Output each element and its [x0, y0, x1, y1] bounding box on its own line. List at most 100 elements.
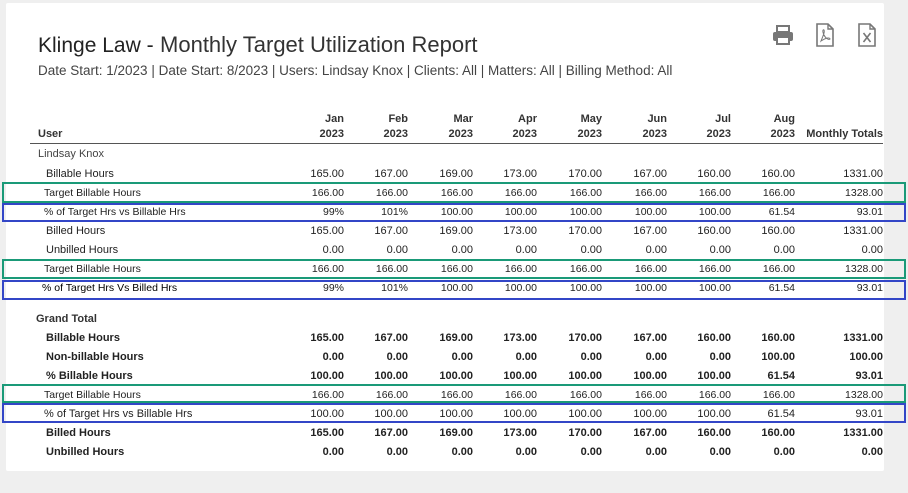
cell-value: 169.00	[439, 331, 473, 344]
table-row: Billable Hours 165.00 167.00 169.00 173.00 17…	[30, 164, 883, 183]
row-label: % Billable Hours	[46, 369, 133, 382]
table-row: % Billable Hours 100.00 100.00 100.00 100.00…	[30, 366, 883, 385]
cell-value: 100.00	[633, 407, 667, 420]
pdf-icon[interactable]	[813, 22, 837, 48]
cell-value: 0.00	[451, 445, 473, 458]
cell-value: 0.00	[451, 243, 473, 256]
row-label: Unbilled Hours	[46, 243, 119, 256]
row-label: % of Target Hrs vs Billable Hrs	[44, 407, 193, 420]
cell-value: 100.00	[761, 350, 795, 363]
section-header-row: Grand Total	[30, 297, 883, 328]
section-header-row: Lindsay Knox	[30, 144, 883, 165]
cell-value: 166.00	[762, 388, 795, 401]
cell-value: 167.00	[374, 224, 408, 237]
table-row: Target Billable Hours 166.00 166.00 166.00 1…	[30, 259, 883, 278]
cell-value: 100.00	[698, 205, 731, 218]
cell-value: 170.00	[568, 426, 602, 439]
row-label: % of Target Hrs Vs Billed Hrs	[42, 281, 178, 294]
column-header-month[interactable]: Mar 2023	[408, 108, 473, 144]
cell-value: 167.00	[374, 426, 408, 439]
table-row: % of Target Hrs Vs Billed Hrs 99% 101% 100.…	[30, 278, 883, 297]
section-title: Lindsay Knox	[38, 148, 105, 160]
cell-value: 166.00	[634, 262, 667, 275]
cell-value: 100.00	[439, 407, 473, 420]
cell-value: 166.00	[569, 388, 602, 401]
cell-value: 166.00	[504, 186, 537, 199]
cell-value: 61.54	[768, 205, 795, 218]
table-row: Billed Hours 165.00 167.00 169.00 173.00 170.…	[30, 221, 883, 240]
cell-value: 166.00	[311, 186, 344, 199]
cell-value: 169.00	[439, 224, 473, 237]
cell-value: 165.00	[310, 426, 344, 439]
cell-value: 166.00	[762, 186, 795, 199]
column-header-month[interactable]: Feb 2023	[344, 108, 408, 144]
cell-total: 1328.00	[845, 388, 883, 401]
column-header-monthly-totals[interactable]: Monthly Totals	[795, 108, 883, 144]
section-title: Grand Total	[36, 313, 97, 325]
cell-value: 100.00	[698, 281, 731, 294]
cell-value: 100.00	[439, 369, 473, 382]
cell-value: 0.00	[645, 350, 667, 363]
cell-value: 160.00	[697, 426, 731, 439]
cell-value: 173.00	[503, 426, 537, 439]
column-header-user[interactable]: User	[30, 108, 280, 144]
cell-value: 100.00	[569, 205, 602, 218]
cell-value: 0.00	[773, 445, 795, 458]
report-title: Klinge Law - Monthly Target Utilization …	[38, 32, 478, 58]
table-row: Target Billable Hours 166.00 166.00 166.00 1…	[30, 385, 883, 404]
cell-value: 166.00	[698, 388, 731, 401]
column-header-month[interactable]: Jul 2023	[667, 108, 731, 144]
row-label: Billable Hours	[46, 167, 114, 180]
row-label: Non-billable Hours	[46, 350, 144, 363]
cell-value: 61.54	[767, 407, 795, 420]
cell-value: 100.00	[374, 369, 408, 382]
cell-value: 100.00	[697, 407, 731, 420]
cell-value: 0.00	[580, 243, 602, 256]
cell-total: 1331.00	[843, 426, 883, 439]
cell-value: 167.00	[633, 331, 667, 344]
cell-value: 101%	[381, 205, 408, 218]
cell-value: 160.00	[761, 426, 795, 439]
report-table: User Jan 2023 Feb 2023 Mar 2023 Apr 2023 May…	[30, 108, 883, 461]
table-row: Unbilled Hours 0.00 0.00 0.00 0.00 0.00 0.00 0.…	[30, 240, 883, 259]
cell-value: 0.00	[322, 445, 344, 458]
cell-value: 166.00	[311, 388, 344, 401]
cell-value: 166.00	[375, 262, 408, 275]
cell-value: 166.00	[504, 388, 537, 401]
cell-value: 166.00	[311, 262, 344, 275]
cell-value: 166.00	[698, 262, 731, 275]
cell-value: 100.00	[504, 281, 537, 294]
printer-icon[interactable]	[771, 22, 795, 48]
cell-value: 0.00	[386, 243, 408, 256]
row-label: Billed Hours	[46, 224, 106, 237]
excel-icon[interactable]	[855, 22, 879, 48]
column-header-month[interactable]: Aug 2023	[731, 108, 795, 144]
cell-value: 0.00	[580, 445, 602, 458]
cell-value: 100.00	[634, 205, 667, 218]
table-row: Target Billable Hours 166.00 166.00 166.00 1…	[30, 183, 883, 202]
cell-value: 100.00	[568, 369, 602, 382]
cell-value: 165.00	[310, 167, 344, 180]
cell-value: 101%	[381, 281, 408, 294]
cell-value: 0.00	[773, 243, 795, 256]
cell-value: 167.00	[374, 331, 408, 344]
cell-value: 99%	[322, 281, 344, 294]
cell-value: 165.00	[310, 224, 344, 237]
column-header-month[interactable]: Jun 2023	[602, 108, 667, 144]
cell-value: 170.00	[568, 224, 602, 237]
row-label: Target Billable Hours	[44, 186, 141, 199]
cell-value: 0.00	[709, 243, 731, 256]
cell-value: 0.00	[386, 350, 408, 363]
table-row: % of Target Hrs vs Billable Hrs 100.00 100…	[30, 404, 883, 423]
row-label: Billable Hours	[46, 331, 120, 344]
cell-value: 169.00	[439, 426, 473, 439]
column-header-month[interactable]: Apr 2023	[473, 108, 537, 144]
cell-value: 0.00	[515, 243, 537, 256]
cell-value: 170.00	[568, 167, 602, 180]
row-label: % of Target Hrs vs Billable Hrs	[44, 205, 186, 218]
cell-value: 100.00	[503, 407, 537, 420]
cell-value: 173.00	[503, 167, 537, 180]
column-header-month[interactable]: May 2023	[537, 108, 602, 144]
column-header-month[interactable]: Jan 2023	[280, 108, 344, 144]
cell-value: 0.00	[645, 445, 667, 458]
